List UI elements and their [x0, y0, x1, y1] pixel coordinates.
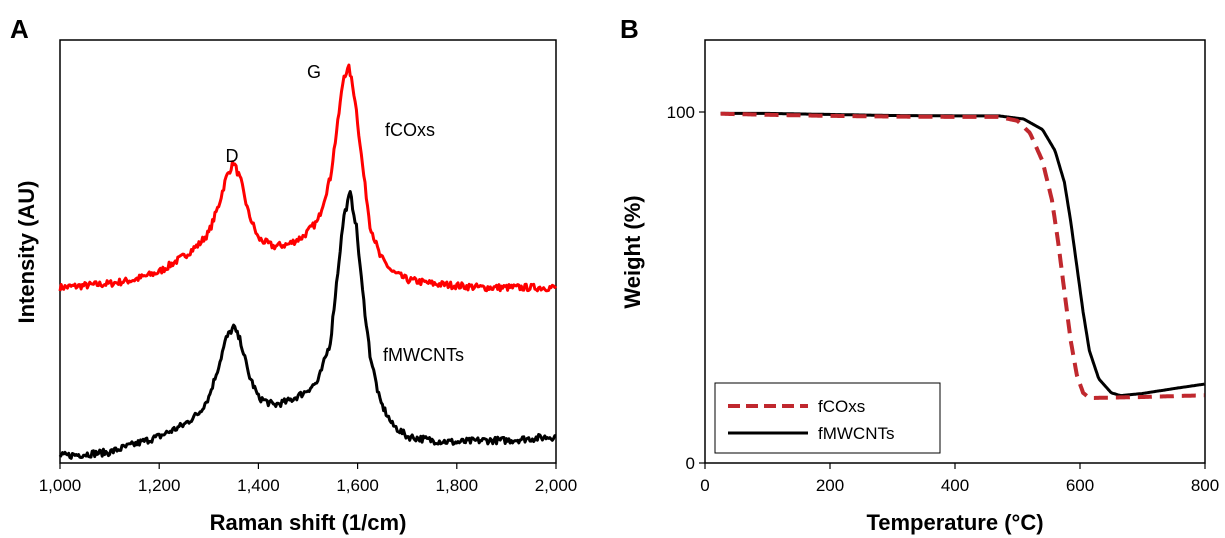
series-label-fcoxs: fCOxs — [385, 120, 435, 140]
panel-b-letter: B — [620, 14, 639, 44]
panel-b-y-tick-label: 100 — [667, 103, 695, 122]
panel-a-letter: A — [10, 14, 29, 44]
panel-a-x-axis-title: Raman shift (1/cm) — [210, 510, 407, 535]
panel-b-series-fcoxs — [721, 114, 1205, 398]
panel-a-x-ticks: 1,000 1,200 1,400 1,600 1,800 2,000 — [39, 463, 578, 495]
panel-b-x-tick-label: 0 — [700, 476, 709, 495]
annotation-g-peak: G — [307, 62, 321, 82]
panel-b-y-axis-title: Weight (%) — [620, 195, 645, 308]
panel-a-x-tick-label: 1,000 — [39, 476, 82, 495]
panel-b-x-tick-label: 800 — [1191, 476, 1219, 495]
panel-a-series — [60, 65, 556, 458]
panel-a-x-tick-label: 1,800 — [436, 476, 479, 495]
panel-a-x-tick-label: 1,200 — [138, 476, 181, 495]
panel-b-x-tick-label: 600 — [1066, 476, 1094, 495]
panel-a-frame — [60, 40, 556, 463]
panel-a-series-fcoxs — [60, 65, 556, 291]
panel-a: A 1,000 1,200 1,400 1,600 1,800 2,000 D G fCO… — [10, 14, 577, 535]
panel-b-series — [721, 113, 1205, 398]
annotation-d-peak: D — [226, 146, 239, 166]
panel-a-x-tick-label: 1,600 — [336, 476, 379, 495]
panel-b-legend: fCOxs fMWCNTs — [715, 383, 940, 453]
panel-a-x-tick-label: 1,400 — [237, 476, 280, 495]
panel-b-series-fmwcnts — [721, 113, 1205, 395]
legend-label-fmwcnts: fMWCNTs — [818, 424, 894, 443]
panel-b-x-axis-title: Temperature (°C) — [866, 510, 1043, 535]
legend-label-fcoxs: fCOxs — [818, 397, 865, 416]
panel-b-y-tick-label: 0 — [686, 454, 695, 473]
panel-a-x-tick-label: 2,000 — [535, 476, 578, 495]
panel-a-y-axis-title: Intensity (AU) — [14, 181, 39, 324]
panel-b: B 0 200 400 600 800 0 100 fCOxs fMWCNTs Temper… — [620, 14, 1219, 535]
panel-b-x-tick-label: 200 — [816, 476, 844, 495]
series-label-fmwcnts: fMWCNTs — [383, 345, 464, 365]
panel-b-x-tick-label: 400 — [941, 476, 969, 495]
